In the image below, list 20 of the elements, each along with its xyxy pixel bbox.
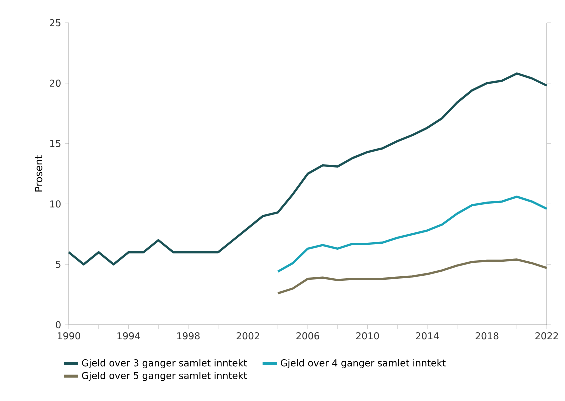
- x-tick-label: 2018: [476, 332, 499, 340]
- y-tick-label: 0: [56, 321, 61, 329]
- legend-label: Gjeld over 4 ganger samlet inntekt: [281, 359, 446, 369]
- y-tick-label: 20: [50, 80, 61, 87]
- y-tick-label: 10: [50, 200, 61, 208]
- y-tick-label: 25: [50, 19, 61, 27]
- legend-label: Gjeld over 3 ganger samlet inntekt: [82, 359, 248, 369]
- line-series: [277, 196, 548, 273]
- x-tick-label: 1998: [178, 332, 200, 340]
- y-tick-label: 5: [56, 261, 61, 268]
- x-tick-label: 2006: [296, 332, 320, 340]
- x-tick-label: 2002: [236, 332, 260, 340]
- y-tick-label: 15: [50, 140, 61, 148]
- x-tick-label: 2010: [356, 332, 380, 340]
- legend-label: Gjeld over 5 ganger samlet inntekt: [82, 372, 248, 382]
- x-tick-label: 2022: [536, 332, 558, 340]
- y-axis-title: Prosent: [35, 156, 43, 192]
- x-tick-label: 1994: [118, 332, 140, 340]
- x-tick-label: 2014: [416, 332, 440, 340]
- x-tick-label: 1990: [58, 332, 80, 340]
